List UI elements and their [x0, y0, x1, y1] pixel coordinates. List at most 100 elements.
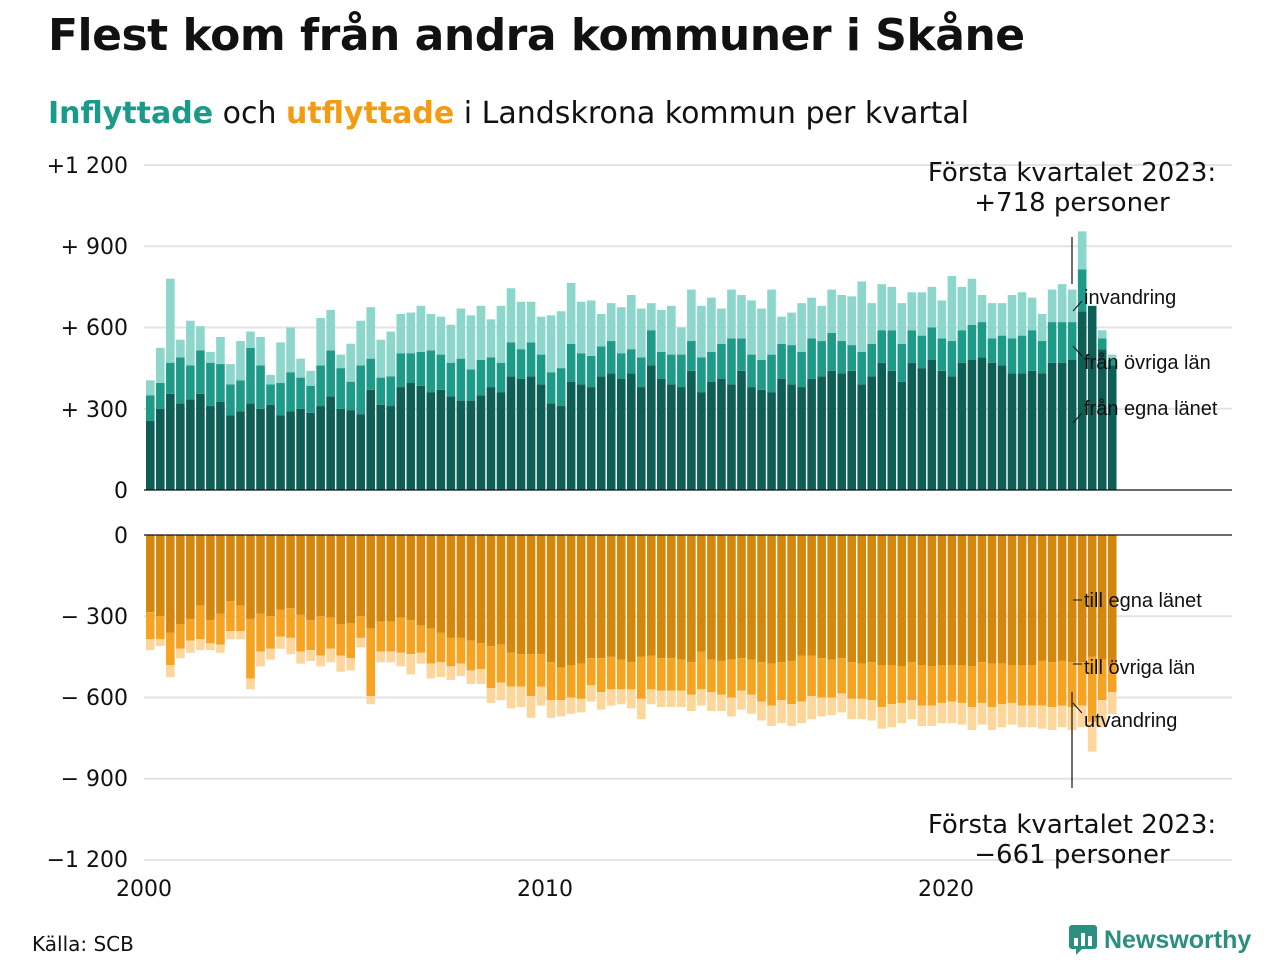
bar-in-other-counties: [236, 380, 245, 412]
bar-out-emigration: [596, 692, 606, 710]
bar-in-same-county: [436, 389, 446, 490]
bar-in-immigration: [426, 313, 436, 351]
bar-in-other-counties: [987, 338, 997, 363]
chart-title: Flest kom från andra kommuner i Skåne: [48, 10, 1025, 61]
bar-in-other-counties: [226, 384, 235, 416]
bar-in-immigration: [516, 301, 526, 350]
bar-in-immigration: [857, 281, 867, 352]
bar-out-same-county: [556, 535, 566, 668]
bar-in-other-counties: [737, 338, 746, 371]
bar-in-other-counties: [687, 341, 696, 371]
bottom-ytick-600: − 600: [61, 686, 128, 711]
bar-out-emigration: [1027, 705, 1037, 728]
bar-in-immigration: [296, 358, 305, 378]
bar-in-immigration: [1007, 295, 1017, 339]
bar-in-immigration: [556, 311, 566, 369]
bar-in-other-counties: [907, 330, 917, 363]
bar-out-other-counties: [546, 662, 556, 701]
bar-in-same-county: [396, 387, 406, 490]
bar-in-immigration: [186, 320, 195, 366]
bar-out-emigration: [256, 651, 265, 667]
bar-in-immigration: [837, 295, 846, 342]
bar-in-same-county: [186, 399, 195, 490]
bar-in-other-counties: [787, 345, 796, 385]
bar-in-other-counties: [406, 353, 416, 384]
bar-out-same-county: [296, 535, 305, 615]
bar-out-emigration: [396, 652, 406, 667]
bar-in-other-counties: [556, 368, 566, 407]
bar-out-emigration: [406, 654, 416, 675]
bar-out-emigration: [286, 637, 295, 655]
bar-in-same-county: [1037, 373, 1047, 490]
bar-in-immigration: [927, 286, 937, 328]
bar-out-same-county: [206, 535, 215, 621]
bar-in-same-county: [576, 384, 586, 490]
bar-out-other-counties: [336, 624, 345, 656]
bar-in-other-counties: [1007, 338, 1017, 374]
bar-out-other-counties: [426, 628, 436, 664]
bar-in-other-counties: [216, 364, 225, 402]
subtitle-och: och: [213, 96, 286, 131]
bar-in-other-counties: [536, 354, 546, 385]
bar-out-same-county: [837, 535, 846, 659]
bar-out-same-county: [226, 535, 235, 602]
bar-in-same-county: [286, 411, 295, 490]
bar-out-emigration: [356, 637, 366, 648]
bar-in-same-county: [757, 389, 766, 490]
bar-out-emigration: [807, 696, 816, 720]
bar-out-emigration: [647, 689, 656, 705]
bar-out-emigration: [897, 702, 907, 724]
bar-in-same-county: [326, 396, 335, 490]
bar-in-same-county: [536, 384, 546, 490]
bar-out-same-county: [486, 535, 496, 647]
bar-in-same-county: [977, 357, 987, 490]
bar-out-same-county: [376, 535, 386, 622]
bar-in-other-counties: [777, 343, 786, 379]
leader-fran-egna-lanet: [1072, 412, 1083, 424]
bar-in-immigration: [817, 305, 826, 342]
bar-out-same-county: [787, 535, 796, 661]
bar-out-emigration: [727, 697, 736, 717]
bar-out-emigration: [456, 663, 466, 676]
bar-in-same-county: [1107, 365, 1117, 490]
bar-in-other-counties: [977, 322, 987, 358]
bar-in-immigration: [346, 343, 355, 382]
bar-out-same-county: [146, 535, 155, 613]
bar-out-other-counties: [847, 662, 856, 699]
bar-out-emigration: [436, 662, 446, 678]
newsworthy-logo-icon: [1069, 925, 1097, 955]
bar-out-emigration: [376, 651, 386, 663]
bar-out-same-county: [166, 535, 175, 633]
bar-in-same-county: [546, 403, 556, 490]
bar-in-same-county: [166, 393, 175, 490]
bar-out-same-county: [176, 535, 185, 625]
bar-in-immigration: [546, 315, 556, 373]
bar-in-same-county: [857, 384, 867, 490]
bar-out-emigration: [426, 663, 436, 679]
bar-out-same-county: [747, 535, 756, 660]
bar-in-same-county: [957, 362, 967, 490]
bar-in-immigration: [226, 364, 235, 385]
bar-out-other-counties: [957, 665, 967, 703]
bar-out-emigration: [1087, 721, 1097, 752]
xtick-2000: 2000: [116, 877, 172, 902]
bar-out-emigration: [186, 640, 195, 653]
bar-out-other-counties: [156, 616, 165, 640]
bar-out-other-counties: [626, 662, 636, 690]
bar-out-emigration: [717, 694, 726, 712]
bar-in-other-counties: [1047, 322, 1057, 363]
bar-out-emigration: [787, 704, 796, 726]
bar-in-same-county: [206, 406, 215, 490]
bar-in-same-county: [1007, 373, 1017, 490]
chart-subtitle: Inflyttade och utflyttade i Landskrona k…: [48, 96, 969, 131]
bar-out-emigration: [917, 705, 927, 726]
bar-out-other-counties: [1027, 665, 1037, 706]
bar-in-other-counties: [967, 324, 977, 360]
bar-in-same-county: [596, 376, 606, 490]
bar-in-same-county: [416, 385, 426, 490]
bar-out-same-county: [266, 535, 275, 617]
bar-in-immigration: [376, 339, 386, 378]
bar-in-other-counties: [887, 330, 897, 371]
bar-in-immigration: [657, 309, 666, 352]
bar-in-immigration: [1097, 330, 1107, 339]
